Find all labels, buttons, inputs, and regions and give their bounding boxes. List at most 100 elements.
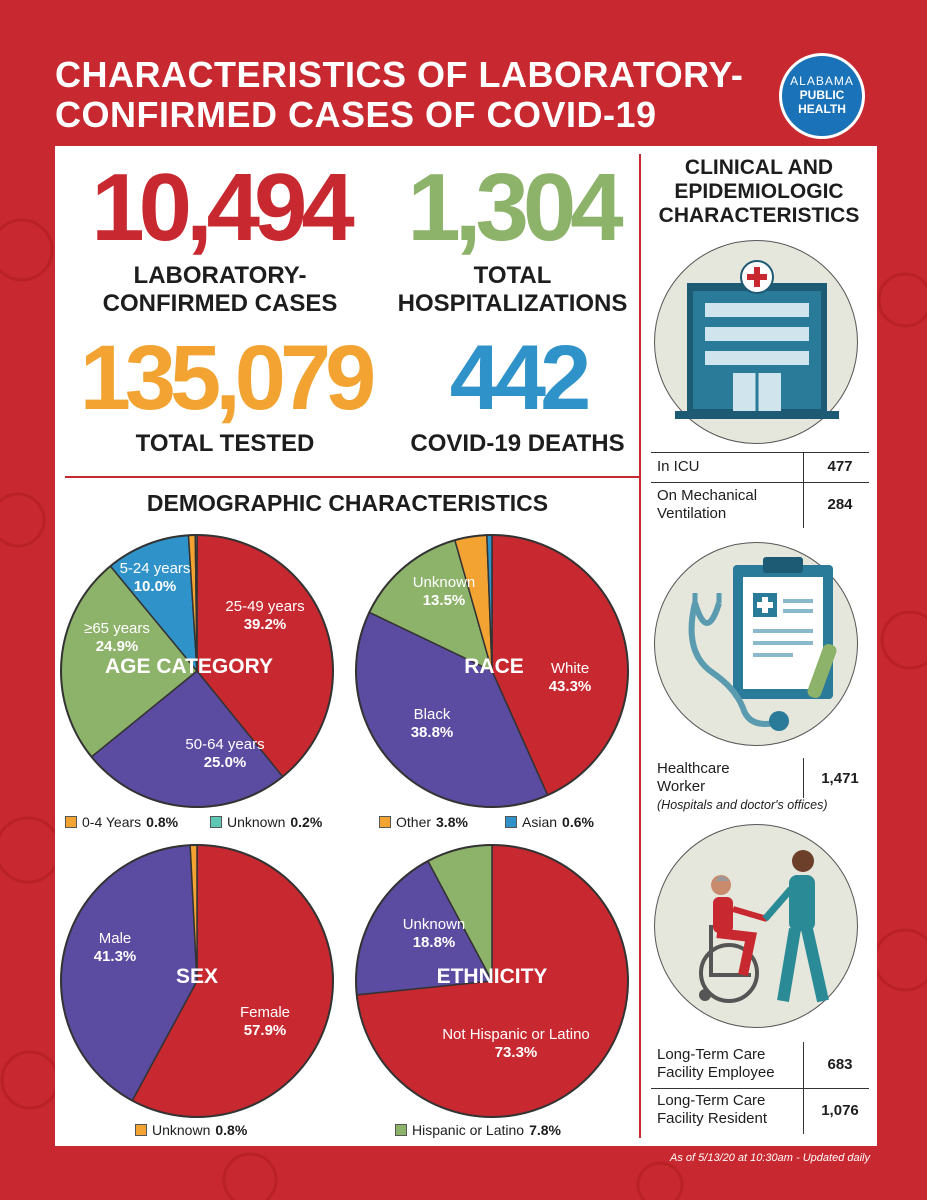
slice-label: 5-24 years — [120, 560, 191, 577]
table-separator — [803, 758, 804, 798]
ventilation-label-1: On Mechanical — [657, 487, 758, 504]
tested-label: TOTAL TESTED — [135, 430, 315, 457]
pie-outline — [355, 844, 629, 1118]
legend-value: 0.8% — [215, 1122, 248, 1138]
hospitalizations-label-1: TOTAL — [473, 262, 552, 289]
hospitalizations-value: 1,304 — [407, 154, 623, 261]
horizontal-divider — [65, 476, 640, 478]
logo-line-1: ALABAMA — [790, 74, 854, 88]
legend-value: 0.8% — [146, 814, 179, 830]
legend-age-0-4: 0-4 Years 0.8% — [65, 814, 178, 830]
title-line-1: CHARACTERISTICS OF LABORATORY- — [55, 54, 744, 95]
legend-value: 3.8% — [436, 814, 468, 830]
cases-label-2: CONFIRMED CASES — [102, 290, 338, 317]
logo-line-3: HEALTH — [798, 102, 846, 116]
slice-label: Female — [240, 1004, 290, 1021]
ltc-resident-label-2: Facility Resident — [657, 1110, 768, 1127]
clinical-title: CLINICAL AND EPIDEMIOLOGIC CHARACTERISTI… — [641, 156, 877, 228]
table-separator — [803, 452, 804, 482]
cases-value: 10,494 — [91, 154, 355, 261]
ltc-resident-label: Long-Term Care Facility Resident — [657, 1092, 767, 1128]
vertical-divider — [639, 154, 641, 1138]
icu-label: In ICU — [657, 458, 700, 475]
legend-swatch — [505, 816, 517, 828]
clipboard-illustration — [654, 542, 858, 746]
slice-value: 13.5% — [423, 592, 466, 609]
legend-swatch — [395, 1124, 407, 1136]
table-separator — [803, 1088, 804, 1134]
healthcare-worker-note: (Hospitals and doctor's offices) — [657, 798, 828, 812]
slice-label: Black — [414, 706, 451, 723]
wheelchair-illustration — [654, 824, 858, 1028]
healthcare-worker-value: 1,471 — [821, 770, 859, 787]
legend-value: 0.2% — [290, 814, 323, 830]
legend-label: Other — [396, 814, 432, 830]
table-line — [651, 1088, 869, 1089]
icu-row: In ICU 477 — [651, 452, 869, 482]
healthcare-worker-label-1: Healthcare — [657, 760, 730, 777]
table-separator — [803, 482, 804, 528]
hospitalizations-label-2: HOSPITALIZATIONS — [397, 290, 628, 317]
legend-label: Unknown — [152, 1122, 211, 1138]
deaths-value: 442 — [449, 327, 592, 429]
deaths-label: COVID-19 DEATHS — [410, 430, 625, 457]
pie-outline — [355, 534, 629, 808]
slice-label: Not Hispanic or Latino — [442, 1026, 590, 1043]
slice-value: 38.8% — [411, 724, 454, 741]
legend-race-asian: Asian 0.6% — [505, 814, 594, 830]
legend-label: Asian — [522, 814, 558, 830]
tested-value: 135,079 — [79, 327, 377, 429]
ventilation-row: On Mechanical Ventilation 284 — [651, 482, 869, 528]
chart-title: AGE CATEGORY — [105, 655, 273, 678]
demographics-title: DEMOGRAPHIC CHARACTERISTICS — [146, 490, 549, 516]
legend-age-unknown: Unknown 0.2% — [210, 814, 322, 830]
slice-value: 25.0% — [204, 754, 247, 771]
legend-label: 0-4 Years — [82, 814, 142, 830]
ltc-employee-label: Long-Term Care Facility Employee — [657, 1046, 775, 1082]
hospital-illustration — [654, 240, 858, 444]
clinical-title-line-3: CHARACTERISTICS — [658, 204, 860, 227]
slice-value: 57.9% — [244, 1022, 287, 1039]
ltc-employee-value: 683 — [827, 1056, 853, 1073]
ltc-employee-label-2: Facility Employee — [657, 1064, 775, 1081]
slice-value: 18.8% — [413, 934, 456, 951]
slice-label: Unknown — [403, 916, 466, 933]
slice-label: 25-49 years — [225, 598, 304, 615]
pie-outline — [60, 844, 334, 1118]
legend-value: 7.8% — [529, 1122, 561, 1138]
clipboard-stethoscope-icon — [688, 557, 837, 731]
page-title: CHARACTERISTICS OF LABORATORY- CONFIRMED… — [55, 55, 775, 135]
alabama-public-health-logo: ALABAMA PUBLIC HEALTH — [779, 53, 865, 139]
slice-value: 41.3% — [94, 948, 137, 965]
legend-value: 0.6% — [562, 814, 594, 830]
slice-label: ≥65 years — [84, 620, 150, 637]
clinical-title-line-2: EPIDEMIOLOGIC — [674, 180, 844, 203]
pie-outline — [60, 534, 334, 808]
legend-sex-unknown: Unknown 0.8% — [135, 1122, 247, 1138]
ventilation-value: 284 — [827, 496, 853, 513]
slice-label: 50-64 years — [185, 736, 264, 753]
update-note: As of 5/13/20 at 10:30am - Updated daily — [670, 1152, 870, 1164]
nurse-wheelchair-icon — [699, 850, 829, 1003]
table-line — [651, 452, 869, 453]
legend-swatch — [65, 816, 77, 828]
legend-label: Unknown — [227, 814, 286, 830]
ltc-employee-label-1: Long-Term Care — [657, 1046, 766, 1063]
healthcare-worker-row: Healthcare Worker 1,471 (Hospitals and d… — [651, 758, 869, 814]
clinical-title-line-1: CLINICAL AND — [684, 156, 834, 179]
legend-race-other: Other 3.8% — [379, 814, 468, 830]
deaths-stat: 442 COVID-19 DEATHS — [395, 332, 640, 458]
legend-label: Hispanic or Latino — [412, 1122, 525, 1138]
cases-label-1: LABORATORY- — [133, 262, 307, 289]
ltc-employee-row: Long-Term Care Facility Employee 683 — [651, 1042, 869, 1088]
ventilation-label: On Mechanical Ventilation — [657, 487, 757, 523]
slice-value: 24.9% — [96, 638, 139, 655]
chart-title: RACE — [464, 655, 524, 678]
legend-swatch — [135, 1124, 147, 1136]
logo-line-2: PUBLIC — [799, 88, 845, 102]
slice-label: Unknown — [413, 574, 476, 591]
ltc-resident-value: 1,076 — [821, 1102, 859, 1119]
legend-ethnicity-hispanic: Hispanic or Latino 7.8% — [395, 1122, 561, 1138]
ventilation-label-2: Ventilation — [657, 505, 727, 522]
table-separator — [803, 1042, 804, 1088]
